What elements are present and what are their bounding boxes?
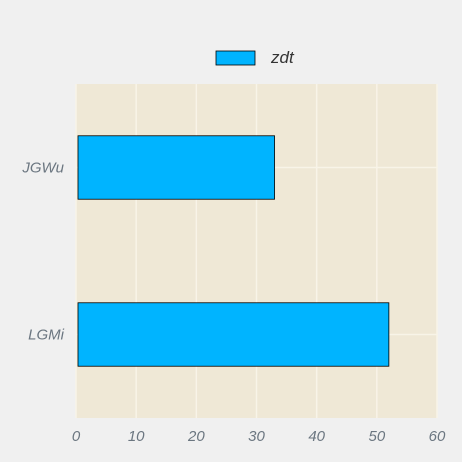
- legend-swatch: [215, 50, 256, 66]
- y-category-label: LGMi: [28, 327, 65, 344]
- x-tick-label: 10: [128, 428, 145, 445]
- x-tick-label: 20: [187, 428, 205, 445]
- x-tick-label: 60: [429, 428, 446, 445]
- x-tick-label: 50: [368, 428, 385, 445]
- x-tick-label: 40: [308, 428, 325, 445]
- y-category-label: JGWu: [21, 160, 64, 177]
- legend: zdt: [215, 48, 295, 67]
- x-tick-label: 30: [248, 428, 265, 445]
- legend-label: zdt: [270, 48, 295, 67]
- bars: [77, 135, 390, 367]
- bar-JGWu: [77, 135, 275, 200]
- y-axis-category-labels: JGWu LGMi: [21, 160, 64, 344]
- bar-LGMi: [77, 302, 390, 367]
- x-axis-tick-labels: 0 10 20 30 40 50 60: [72, 428, 446, 445]
- x-tick-label: 0: [72, 428, 81, 445]
